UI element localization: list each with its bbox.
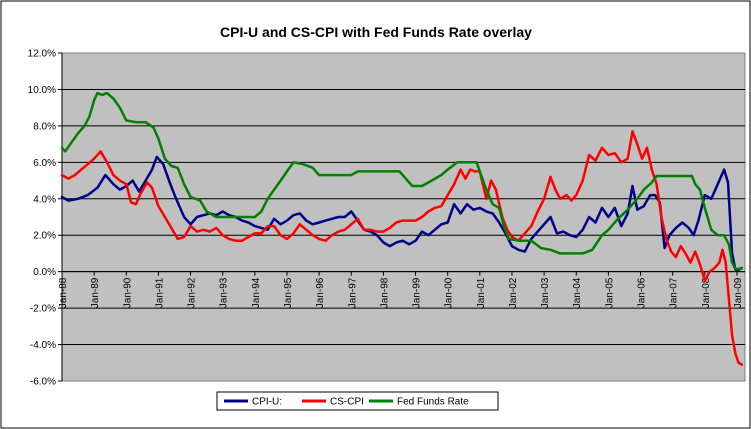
- x-tick-label: Jan-07: [669, 277, 680, 308]
- plot-area: [61, 52, 746, 382]
- y-tick-label: -4.0%: [30, 340, 56, 351]
- chart-title: CPI-U and CS-CPI with Fed Funds Rate ove…: [220, 24, 532, 40]
- axes: 12.0% 10.0% 8.0% 6.0% 4.0% 2.0% 0.0% -2.0% -4.0%…: [28, 49, 745, 388]
- y-tick-label: 4.0%: [33, 194, 56, 205]
- x-tick-label: Jan-93: [219, 277, 230, 308]
- x-tick-label: Jan-98: [379, 277, 390, 308]
- x-tick-label: Jan-89: [90, 277, 101, 308]
- series-line-1: [60, 130, 744, 366]
- legend-label-0: CPI-U:: [252, 397, 282, 408]
- legend-label-2: Fed Funds Rate: [397, 397, 469, 408]
- legend-box: [216, 391, 499, 411]
- y-tick-label: 10.0%: [28, 85, 56, 96]
- series-line-2: [60, 91, 744, 271]
- y-tick-label: 0.0%: [33, 267, 56, 278]
- y-tick-label: -6.0%: [30, 377, 56, 388]
- x-tick-label: Jan-91: [154, 277, 165, 308]
- x-tick-label: Jan-08: [701, 277, 712, 308]
- x-tick-label: Jan-09: [733, 277, 744, 308]
- x-tick-label: Jan-00: [444, 277, 455, 308]
- x-tick-label: Jan-95: [283, 277, 294, 308]
- x-tick-label: Jan-88: [58, 277, 69, 308]
- y-tick-label: 6.0%: [33, 158, 56, 169]
- x-tick-label: Jan-90: [122, 277, 133, 308]
- x-tick-label: Jan-94: [251, 277, 262, 308]
- x-tick-label: Jan-01: [476, 277, 487, 308]
- series-lines: [60, 91, 744, 366]
- x-tick-label: Jan-05: [604, 277, 615, 308]
- legend-label-1: CS-CPI: [330, 397, 364, 408]
- x-tick-label: Jan-99: [412, 277, 423, 308]
- x-tick-label: Jan-03: [540, 277, 551, 308]
- series-line-0: [60, 155, 744, 272]
- y-tick-label: 2.0%: [33, 231, 56, 242]
- y-tick-label: 12.0%: [28, 49, 56, 60]
- x-tick-label: Jan-02: [508, 277, 519, 308]
- x-tick-label: Jan-04: [572, 277, 583, 308]
- x-tick-label: Jan-96: [315, 277, 326, 308]
- legend: CPI-U: CS-CPI Fed Funds Rate: [216, 391, 499, 411]
- y-tick-label: 8.0%: [33, 121, 56, 132]
- y-tick-label: -2.0%: [30, 304, 56, 315]
- x-tick-label: Jan-97: [347, 277, 358, 308]
- x-tick-label: Jan-06: [637, 277, 648, 308]
- x-tick-label: Jan-92: [187, 277, 198, 308]
